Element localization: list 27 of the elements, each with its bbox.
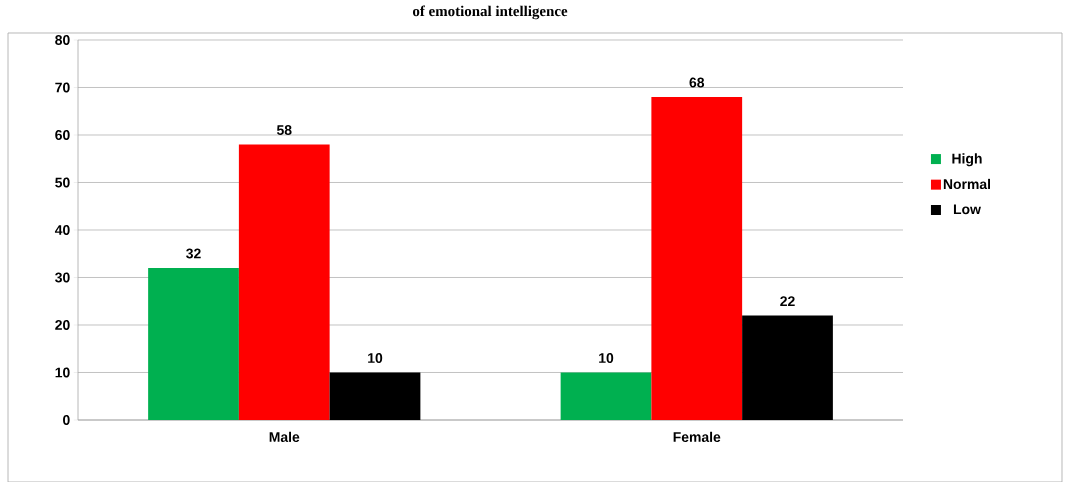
- y-tick-label: 30: [55, 272, 70, 283]
- bar: [148, 268, 239, 420]
- legend-label: Normal: [943, 178, 990, 190]
- bar: [329, 372, 421, 420]
- bar: [742, 315, 833, 420]
- data-label: 68: [689, 77, 705, 88]
- data-label: 32: [186, 248, 201, 259]
- bar: [238, 144, 330, 420]
- y-tick-label: 70: [55, 82, 70, 93]
- y-tick-label: 20: [55, 320, 70, 330]
- data-label: 10: [368, 353, 383, 363]
- y-tick-label: 60: [55, 130, 70, 140]
- y-tick-label: 40: [54, 225, 70, 235]
- y-tick-label: 0: [63, 415, 70, 425]
- data-label: 22: [780, 296, 795, 306]
- y-tick-label: 10: [55, 367, 70, 378]
- legend-label: Low: [953, 204, 981, 215]
- chart-title: of emotional intelligence: [412, 5, 568, 20]
- y-tick-label: 80: [55, 35, 70, 45]
- data-label: 10: [599, 353, 614, 363]
- y-tick-label: 50: [55, 177, 70, 188]
- bar: [651, 97, 743, 420]
- data-label: 58: [276, 125, 292, 135]
- x-tick-label: Male: [269, 431, 300, 443]
- bar: [560, 372, 652, 420]
- legend-label: High: [952, 153, 982, 167]
- x-tick-label: Female: [673, 431, 721, 443]
